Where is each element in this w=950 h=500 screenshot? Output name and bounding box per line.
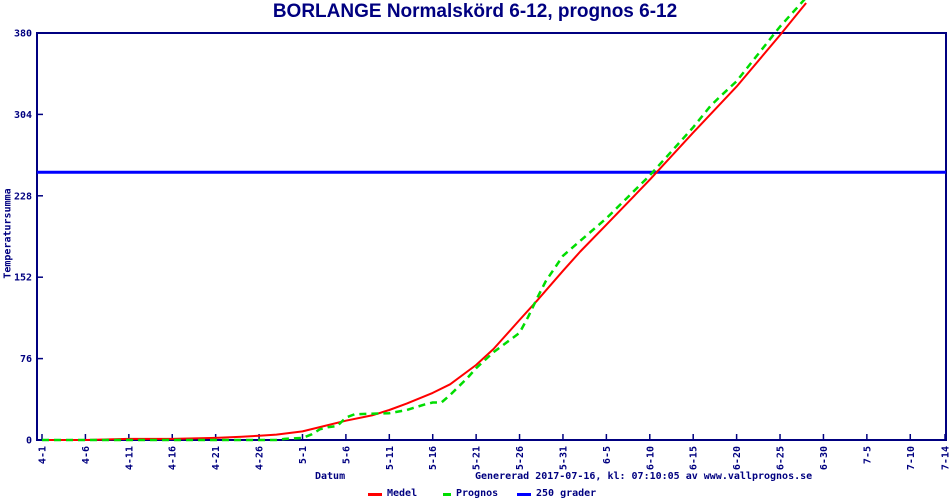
- chart-title: BORLANGE Normalskörd 6-12, prognos 6-12: [272, 1, 678, 22]
- x-tick-label: 6-5: [602, 446, 613, 464]
- x-tick-label: 7-5: [862, 446, 873, 464]
- x-tick-label: 7-14: [941, 446, 950, 470]
- y-axis-label: Temperatursumma: [2, 188, 14, 279]
- x-axis-label: Datum: [315, 471, 346, 482]
- plot-frame: [36, 32, 947, 441]
- y-tick-label: 228: [14, 191, 32, 202]
- y-tick-label: 76: [20, 354, 32, 365]
- x-tick-label: 4-16: [168, 446, 179, 470]
- generated-text: Genererad 2017-07-16, kl: 07:10:05 av ww…: [475, 471, 813, 482]
- x-tick-label: 5-11: [385, 446, 396, 470]
- legend: Medel Prognos 250 grader: [0, 488, 950, 500]
- x-tick-label: 5-31: [558, 446, 569, 470]
- legend-line-swatch: [443, 492, 451, 496]
- legend-label: Prognos: [456, 488, 499, 499]
- x-tick-label: 4-1: [38, 446, 49, 464]
- y-tick-label: 0: [26, 436, 32, 447]
- x-tick-label: 5-1: [298, 446, 309, 464]
- x-tick-label: 7-10: [906, 446, 917, 470]
- x-tick-label: 6-25: [776, 446, 787, 470]
- legend-item: Prognos: [443, 488, 498, 500]
- x-tick-label: 5-26: [515, 446, 526, 470]
- x-tick-label: 5-21: [472, 446, 483, 470]
- x-tick-label: 5-6: [341, 446, 352, 464]
- x-tick-label: 6-15: [689, 446, 700, 470]
- x-tick-label: 6-30: [819, 446, 830, 470]
- legend-line-swatch: [517, 492, 531, 496]
- x-tick-label: 6-10: [645, 446, 656, 470]
- legend-line-swatch: [368, 492, 382, 496]
- x-tick-label: 6-20: [732, 446, 743, 470]
- y-tick-label: 152: [14, 273, 32, 284]
- y-tick-label: 304: [14, 110, 32, 121]
- x-tick-label: 4-6: [81, 446, 92, 464]
- legend-item: Medel: [368, 488, 417, 500]
- x-tick-label: 4-26: [255, 446, 266, 470]
- prognos-line: [42, 0, 806, 442]
- legend-label: Medel: [387, 488, 418, 499]
- legend-label: 250 grader: [536, 488, 597, 499]
- medel-line: [42, 2, 807, 441]
- x-tick-label: 4-21: [211, 446, 222, 470]
- x-tick-label: 5-16: [428, 446, 439, 470]
- x-tick-label: 4-11: [124, 446, 135, 470]
- y-tick-label: 380: [14, 29, 32, 40]
- legend-item: 250 grader: [517, 488, 596, 500]
